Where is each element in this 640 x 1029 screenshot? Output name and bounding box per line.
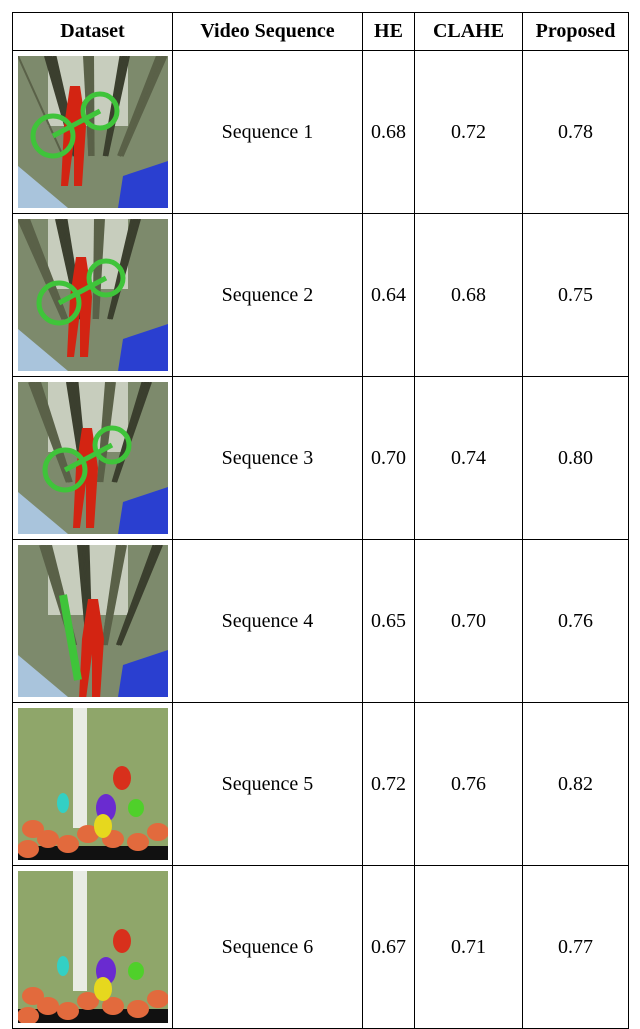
score-cell: 0.77 [523,866,629,1029]
fish [57,793,69,813]
score-cell: 0.80 [523,377,629,540]
dataset-cell [13,703,173,866]
sequence-cell: Sequence 6 [173,866,363,1029]
score-cell: 0.65 [363,540,415,703]
header-cell: CLAHE [415,13,523,51]
fish [113,929,131,953]
score-cell: 0.82 [523,703,629,866]
fish [147,990,168,1008]
dataset-thumbnail [18,545,168,697]
dataset-cell [13,540,173,703]
score-cell: 0.68 [415,214,523,377]
score-cell: 0.74 [415,377,523,540]
sequence-cell: Sequence 2 [173,214,363,377]
fish [57,835,79,853]
header-cell: HE [363,13,415,51]
dataset-cell [13,51,173,214]
score-cell: 0.70 [415,540,523,703]
fish [18,840,39,858]
sequence-cell: Sequence 5 [173,703,363,866]
dataset-thumbnail [18,219,168,371]
pole [73,871,87,991]
score-cell: 0.76 [415,703,523,866]
score-cell: 0.78 [523,51,629,214]
dataset-cell [13,214,173,377]
header-cell: Video Sequence [173,13,363,51]
dataset-thumbnail [18,382,168,534]
fish [57,956,69,976]
dataset-cell [13,377,173,540]
score-cell: 0.76 [523,540,629,703]
score-cell: 0.67 [363,866,415,1029]
score-cell: 0.75 [523,214,629,377]
fish [127,1000,149,1018]
score-cell: 0.68 [363,51,415,214]
fish [37,830,59,848]
dataset-cell [13,866,173,1029]
score-cell: 0.64 [363,214,415,377]
fish [127,833,149,851]
fish [128,962,144,980]
dataset-thumbnail [18,708,168,860]
fish [94,977,112,1001]
header-cell: Dataset [13,13,173,51]
sequence-cell: Sequence 4 [173,540,363,703]
sequence-cell: Sequence 1 [173,51,363,214]
fish [147,823,168,841]
score-cell: 0.70 [363,377,415,540]
pole [73,708,87,828]
fish [37,997,59,1015]
dataset-thumbnail [18,871,168,1023]
score-cell: 0.71 [415,866,523,1029]
fish [113,766,131,790]
fish [128,799,144,817]
score-cell: 0.72 [415,51,523,214]
header-cell: Proposed [523,13,629,51]
fish [94,814,112,838]
sequence-cell: Sequence 3 [173,377,363,540]
dataset-thumbnail [18,56,168,208]
score-cell: 0.72 [363,703,415,866]
